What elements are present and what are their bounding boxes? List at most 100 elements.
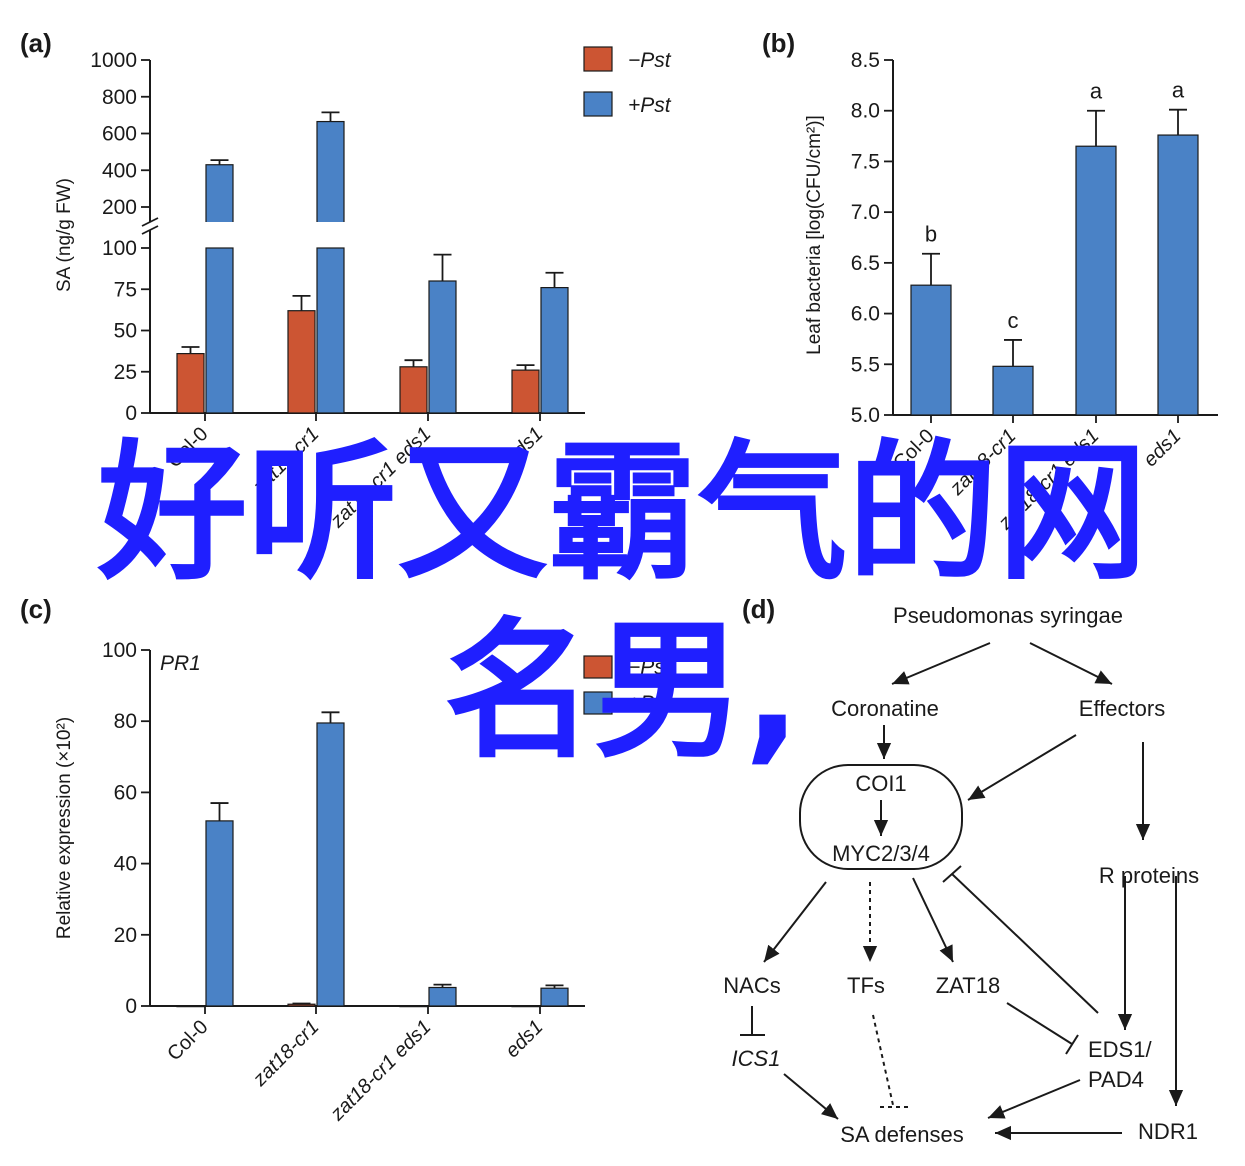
y-tick-label-1: 20 (114, 924, 137, 947)
c-legend-label-plus-pst: +Pst (628, 692, 672, 715)
panel-c-label: (c) (20, 594, 52, 624)
panel-c-axes: 0 20 40 60 80 100 (102, 639, 585, 1018)
axis-break-mark-1 (141, 225, 159, 235)
x-tick-label-1: zat18-cr1 (248, 1016, 323, 1091)
bar-1-significance-letter: c (1008, 308, 1019, 333)
x-tick-label-0: Col-0 (163, 423, 212, 472)
x-tick-label-0: Col-0 (163, 1016, 212, 1065)
y-tick-label-upper-0: 200 (102, 196, 137, 219)
inhibit-bar-eds1 (1065, 1034, 1079, 1055)
node-nacs: NACs (723, 973, 780, 998)
panel-b-ylabel: Leaf bacteria [log(CFU/cm²)] (804, 115, 825, 355)
arrow-myc-nacs (763, 881, 827, 963)
bar-minus-pst-0 (176, 1005, 205, 1008)
x-tick-label-1: zat18-cr1 (945, 425, 1020, 500)
y-tick-label-6: 8.0 (851, 100, 880, 123)
node-r-proteins: R proteins (1099, 863, 1199, 888)
inhibit-bar-myc (942, 865, 962, 883)
bar-plus-pst-0 (205, 820, 234, 1007)
bar-plus-pst-2 (428, 986, 457, 1007)
panel-a-ylabel: SA (ng/g FW) (54, 178, 75, 292)
y-tick-label-7: 8.5 (851, 49, 880, 72)
node-eds1: EDS1/ (1088, 1037, 1152, 1062)
bar-plus-pst-0-lower (205, 247, 234, 414)
panel-c-ylabel: Relative expression (×10²) (54, 717, 75, 939)
panel-b-label: (b) (762, 28, 795, 58)
panel-c-xticks: Col-0 zat18-cr1 zat18-cr1 eds1 eds1 (163, 1006, 548, 1126)
arrow-effectors-complex (967, 734, 1077, 801)
bar-minus-pst-3 (511, 1005, 540, 1008)
bar-0 (910, 284, 952, 416)
node-myc: MYC2/3/4 (832, 841, 930, 866)
y-tick-label-3: 60 (114, 781, 137, 804)
bar-plus-pst-1-upper (316, 120, 345, 239)
arrow-ics1-sa (783, 1073, 839, 1120)
x-tick-label-2: zat18-cr1 eds1 (326, 1016, 436, 1126)
panel-a-axes: 0 25 50 75 100 200 400 600 800 1000 (90, 49, 585, 425)
y-tick-label-lower-1: 25 (114, 361, 137, 384)
legend-swatch-minus-pst (583, 46, 613, 72)
legend-label-plus-pst: +Pst (628, 94, 672, 117)
inhibit-eds1-myc (951, 873, 1099, 1014)
legend-swatch-plus-pst (583, 91, 613, 117)
bar-2 (1075, 145, 1117, 416)
c-legend-swatch-plus-pst (583, 691, 613, 715)
node-sa-defenses: SA defenses (840, 1122, 964, 1147)
node-coi1: COI1 (855, 771, 906, 796)
y-tick-label-upper-4: 1000 (90, 49, 137, 72)
arrow-myc-zat18 (912, 877, 954, 963)
x-tick-label-3: eds1 (501, 1016, 547, 1062)
panel-d-label: (d) (742, 594, 775, 624)
y-tick-label-1: 5.5 (851, 353, 880, 376)
y-tick-label-0: 0 (125, 995, 137, 1018)
panel-c-title: PR1 (160, 652, 201, 675)
y-tick-label-upper-2: 600 (102, 123, 137, 146)
y-tick-label-2: 6.0 (851, 303, 880, 326)
arrow-eds1-sa (987, 1079, 1081, 1119)
y-tick-label-upper-1: 400 (102, 159, 137, 182)
bar-minus-pst-1 (287, 1003, 316, 1007)
y-tick-label-lower-3: 75 (114, 278, 137, 301)
panel-a: (a) SA (ng/g FW) 0 25 50 75 100 200 400 600 800 1… (20, 28, 672, 533)
y-tick-label-upper-3: 800 (102, 86, 137, 109)
node-effectors: Effectors (1079, 696, 1165, 721)
node-coronatine: Coronatine (831, 696, 939, 721)
bar-plus-pst-0-break-gap (205, 222, 234, 246)
panel-c: (c) Relative expression (×10²) PR1 0 20 40… (20, 594, 672, 1126)
panel-a-bars (176, 111, 569, 414)
bar-minus-pst-3 (511, 369, 540, 414)
y-tick-label-4: 80 (114, 710, 137, 733)
c-legend-label-minus-pst: −Pst (628, 656, 672, 679)
arrow-pst-effectors (1029, 642, 1113, 685)
bar-3-significance-letter: a (1172, 78, 1185, 103)
bar-plus-pst-2 (428, 280, 457, 414)
panel-d: (d) Pseudomonas syringae Coronatine Effe… (723, 594, 1199, 1147)
y-tick-label-3: 6.5 (851, 252, 880, 275)
bar-plus-pst-1-break-gap (316, 222, 345, 246)
y-tick-label-4: 7.0 (851, 201, 880, 224)
y-tick-label-lower-2: 50 (114, 320, 137, 343)
bar-minus-pst-2 (399, 1005, 428, 1008)
coi1-myc-complex-box (799, 764, 963, 870)
bar-minus-pst-1 (287, 310, 316, 414)
c-legend-swatch-minus-pst (583, 655, 613, 679)
node-pseudomonas: Pseudomonas syringae (893, 603, 1123, 628)
node-ndr1: NDR1 (1138, 1119, 1198, 1144)
node-zat18: ZAT18 (936, 973, 1000, 998)
x-tick-label-3: eds1 (501, 423, 547, 469)
node-ics1: ICS1 (732, 1046, 781, 1071)
bar-minus-pst-2 (399, 366, 428, 414)
bar-3 (1157, 134, 1199, 416)
bar-plus-pst-1-lower (316, 247, 345, 414)
panel-c-bars (176, 711, 569, 1008)
bar-2-significance-letter: a (1090, 79, 1103, 104)
panel-a-xticks: Col-0 zat18-cr1 zat18-cr1 eds1 eds1 (163, 413, 548, 533)
x-tick-label-2: zat18-cr1 eds1 (326, 423, 436, 533)
x-tick-label-3: eds1 (1139, 425, 1185, 471)
node-pad4: PAD4 (1088, 1067, 1144, 1092)
bar-plus-pst-1 (316, 722, 345, 1007)
arrow-pst-coronatine (891, 642, 991, 685)
bar-minus-pst-0 (176, 353, 205, 414)
